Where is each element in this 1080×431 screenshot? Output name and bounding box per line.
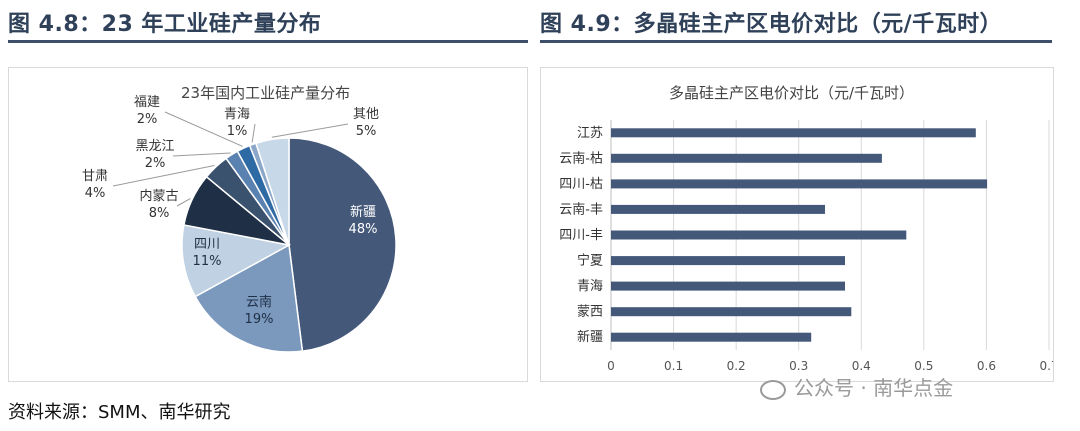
bar-chart-panel: 多晶硅主产区电价对比（元/千瓦时） 0 0.1 0.2 0.3 0.4 0.5 0.6 0.7…	[540, 67, 1054, 382]
pie-label-7: 青海	[224, 107, 250, 122]
pie-label-5: 黑龙江	[135, 139, 174, 154]
pie-label-2: 四川	[194, 237, 220, 252]
pie-leader-5	[172, 152, 231, 157]
pie-slice-8	[254, 137, 290, 246]
right-figure-title: 图 4.9：多晶硅主产区电价对比（元/千瓦时）	[540, 12, 1003, 37]
pie-label-0: 新疆	[350, 204, 376, 220]
pie-label-1: 云南	[246, 294, 272, 310]
pie-value-label-0: 48%	[349, 222, 378, 237]
x-tick-label-6: 0.6	[977, 359, 996, 373]
pie-leader-6	[164, 111, 243, 147]
pie-chart: 新疆 48% 云南 19% 四川 11% 内蒙古 8% 甘肃 4% 黑龙江 2% 福建 2% 青海 1% 其他 5…	[82, 95, 397, 353]
source-note: 资料来源：SMM、南华研究	[8, 402, 231, 423]
x-tick-label-1: 0.1	[664, 359, 683, 373]
left-title-rule	[8, 40, 528, 43]
bar-2	[611, 179, 988, 189]
y-category-label-2: 四川-枯	[559, 177, 603, 192]
pie-value-label-3: 8%	[149, 206, 170, 221]
pie-value-label-2: 11%	[193, 254, 222, 269]
pie-value-label-8: 5%	[356, 124, 377, 139]
x-tick-label-4: 0.4	[852, 359, 871, 373]
pie-value-label-5: 2%	[145, 156, 166, 171]
bar-chart: 0 0.1 0.2 0.3 0.4 0.5 0.6 0.7 江苏云南-枯四川-枯云南-丰四川-丰…	[559, 120, 1053, 373]
x-tick-label-0: 0	[607, 359, 615, 373]
y-category-label-8: 新疆	[577, 329, 603, 345]
pie-label-8: 其他	[353, 107, 379, 122]
pie-slice-1	[194, 243, 304, 353]
pie-value-label-1: 19%	[245, 312, 274, 327]
pie-value-label-7: 1%	[227, 124, 248, 139]
pie-slice-2	[181, 224, 292, 298]
x-tick-label-7: 0.7	[1039, 359, 1053, 373]
bar-chart-title: 多晶硅主产区电价对比（元/千瓦时）	[669, 84, 915, 102]
wechat-icon	[760, 379, 786, 400]
bar-8	[611, 332, 812, 342]
pie-leader-8	[271, 123, 349, 138]
pie-label-3: 内蒙古	[139, 188, 178, 204]
bar-5	[611, 256, 845, 266]
pie-leader-7	[251, 123, 256, 143]
bar-3	[611, 204, 825, 214]
pie-chart-panel: 23年国内工业硅产量分布 新疆 48% 云南 19% 四川 11% 内蒙古 8% 甘肃 4% 黑龙江…	[8, 67, 528, 382]
y-category-label-6: 青海	[577, 279, 603, 294]
y-category-label-7: 蒙西	[577, 305, 603, 320]
bar-6	[611, 281, 845, 291]
pie-value-label-4: 4%	[85, 186, 106, 201]
pie-slice-0	[288, 137, 397, 352]
y-category-label-1: 云南-枯	[559, 150, 603, 166]
pie-label-4: 甘肃	[82, 169, 108, 184]
right-title-rule	[540, 40, 1052, 43]
bar-7	[611, 307, 852, 317]
pie-label-6: 福建	[134, 95, 160, 110]
left-figure-title: 图 4.8：23 年工业硅产量分布	[8, 12, 322, 37]
pie-chart-title: 23年国内工业硅产量分布	[181, 84, 351, 102]
y-category-label-5: 宁夏	[577, 253, 603, 269]
watermark: 公众号 · 南华点金	[760, 372, 953, 401]
pie-value-label-6: 2%	[137, 112, 158, 127]
bar-0	[611, 128, 976, 138]
x-tick-label-5: 0.5	[914, 359, 933, 373]
watermark-text: 公众号 · 南华点金	[794, 376, 954, 400]
pie-leader-4	[112, 165, 215, 187]
x-tick-label-2: 0.2	[727, 359, 746, 373]
pie-leader-3	[176, 198, 191, 207]
bar-1	[611, 153, 882, 163]
x-tick-label-3: 0.3	[789, 359, 808, 373]
y-category-label-3: 云南-丰	[559, 201, 603, 217]
y-category-label-0: 江苏	[577, 125, 603, 141]
bar-4	[611, 230, 907, 240]
y-category-label-4: 四川-丰	[559, 228, 603, 243]
